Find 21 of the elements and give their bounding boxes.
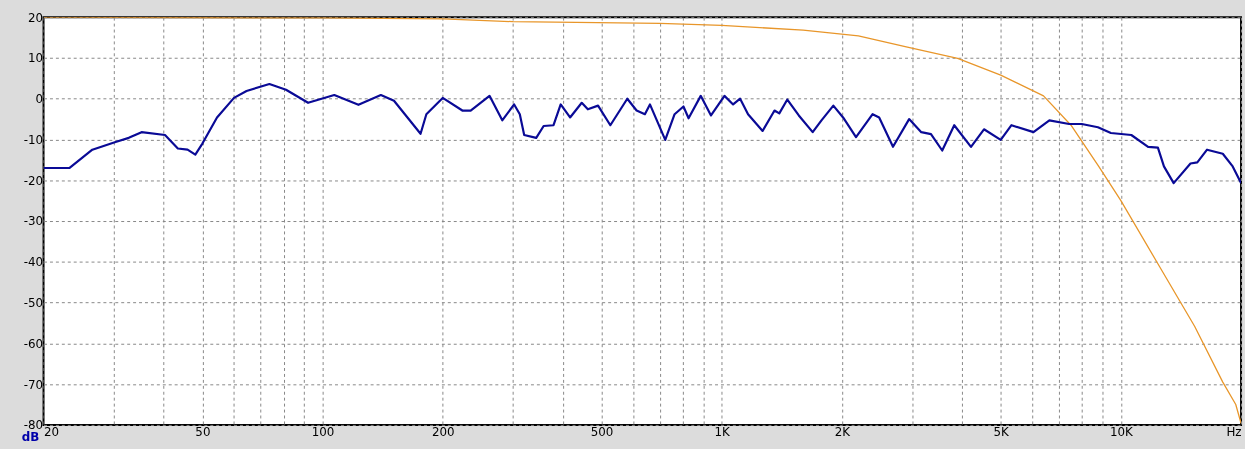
x-tick-label: 500 [590, 425, 614, 440]
y-tick-label: -60 [23, 336, 44, 351]
x-tick-label: 1K [714, 425, 732, 440]
x-tick-label: Hz [1226, 425, 1242, 440]
x-tick-label: 5K [993, 425, 1011, 440]
x-tick-label: 20 [44, 425, 60, 440]
x-tick-label: 50 [195, 425, 211, 440]
y-tick-label: -50 [23, 296, 44, 311]
y-tick-label: -70 [23, 377, 44, 392]
x-tick-label: 2K [834, 425, 852, 440]
x-tick-label: 10K [1109, 425, 1135, 440]
y-tick-label: 20 [27, 10, 44, 25]
y-tick-label: -30 [23, 214, 44, 229]
x-tick-label: 200 [431, 425, 455, 440]
y-tick-label: 10 [27, 51, 44, 66]
y-tick-label: -40 [23, 255, 44, 270]
y-axis-title: dB [21, 429, 40, 444]
y-tick-label: -10 [23, 132, 44, 147]
y-tick-label: -20 [23, 173, 44, 188]
x-tick-label: 100 [311, 425, 335, 440]
y-tick-label: 0 [35, 92, 44, 107]
